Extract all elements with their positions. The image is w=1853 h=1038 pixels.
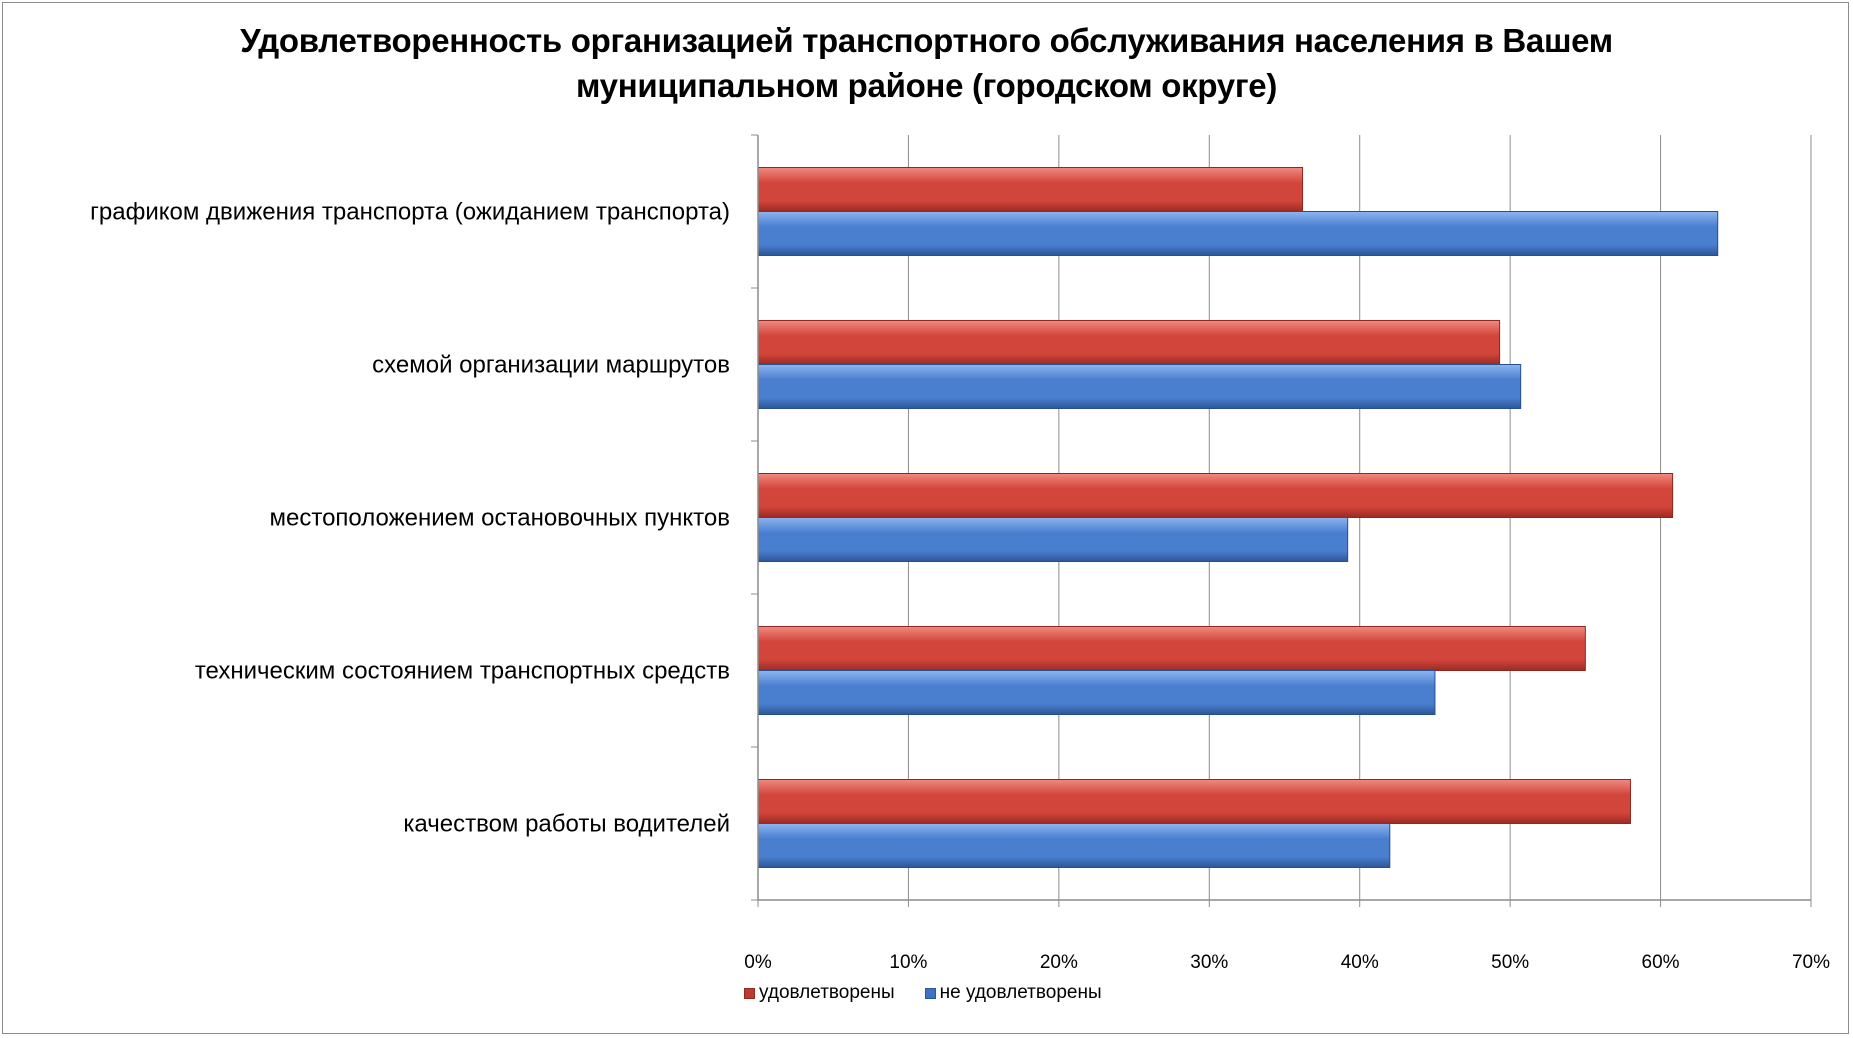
- chart-title-line-2: муниципальном районе (городском округе): [575, 67, 1278, 104]
- legend-swatch-satisfied: [744, 987, 755, 999]
- bar-satisfied-2: [757, 473, 1674, 518]
- category-label-0: графиком движения транспорта (ожиданием …: [90, 199, 730, 226]
- x-tick-label-4: 40%: [1341, 952, 1379, 973]
- x-tick-label-7: 70%: [1792, 952, 1830, 973]
- category-label-4: качеством работы водителей: [403, 811, 730, 838]
- bar-not-satisfied-0: [757, 211, 1719, 256]
- x-tick-label-5: 50%: [1491, 952, 1529, 973]
- legend-label-not-satisfied: не удовлетворены: [939, 982, 1102, 1003]
- x-tick-label-0: 0%: [744, 952, 772, 973]
- bar-not-satisfied-2: [757, 517, 1349, 562]
- category-label-2: местоположением остановочных пунктов: [270, 505, 731, 532]
- legend: удовлетворены не удовлетворены: [744, 982, 1132, 1004]
- x-tick-label-1: 10%: [889, 952, 927, 973]
- category-label-3: техническим состоянием транспортных сред…: [195, 658, 730, 685]
- legend-item-satisfied: удовлетворены: [744, 982, 895, 1004]
- bar-satisfied-1: [757, 320, 1501, 365]
- legend-swatch-not-satisfied: [924, 987, 936, 999]
- chart-title-line-1: Удовлетворенность организацией транспорт…: [240, 22, 1613, 59]
- bar-satisfied-3: [757, 626, 1586, 671]
- bar-not-satisfied-3: [757, 670, 1436, 715]
- bar-satisfied-4: [757, 779, 1631, 824]
- category-label-1: схемой организации маршрутов: [372, 352, 730, 379]
- bar-not-satisfied-1: [757, 364, 1522, 409]
- x-tick-label-6: 60%: [1642, 952, 1680, 973]
- x-tick-label-2: 20%: [1040, 952, 1078, 973]
- bar-not-satisfied-4: [757, 823, 1391, 868]
- legend-label-satisfied: удовлетворены: [759, 982, 895, 1003]
- chart-title: Удовлетворенность организацией транспорт…: [0, 18, 1853, 108]
- bar-satisfied-0: [757, 167, 1304, 212]
- legend-item-not-satisfied: не удовлетворены: [924, 982, 1102, 1004]
- x-tick-label-3: 30%: [1190, 952, 1228, 973]
